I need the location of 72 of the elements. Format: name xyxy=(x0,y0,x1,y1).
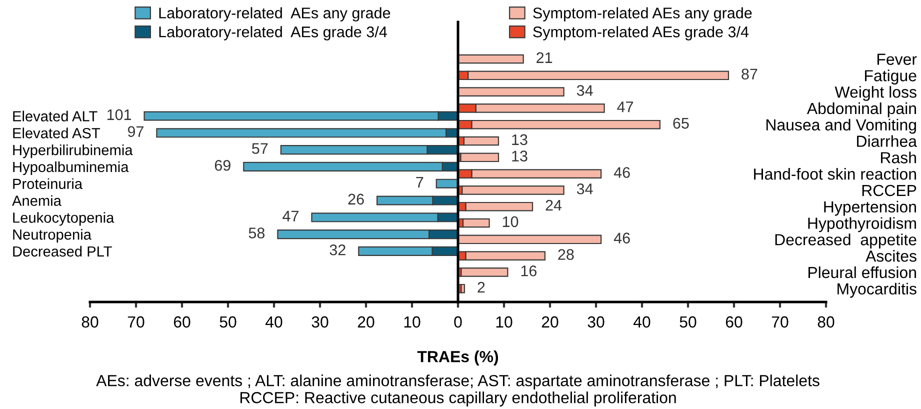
y-tick-label: Rash xyxy=(881,152,916,164)
x-tick-label: 20 xyxy=(542,316,558,328)
annotation: 13 xyxy=(512,150,528,162)
y-tick-label: Hypertension xyxy=(824,200,916,216)
annotation: 28 xyxy=(558,249,574,260)
legend-label: Symptom-related AEs grade 3/4 xyxy=(533,26,749,40)
x-tick-label: 10 xyxy=(404,316,420,328)
text: AEs: adverse events ; ALT: alanine aminotransferase; AST: aspartate aminotransferase ; PLT: Platelets xyxy=(96,374,820,390)
x-tick-label: 60 xyxy=(726,316,742,328)
x-tick-label: 20 xyxy=(358,316,374,328)
annotation: 21 xyxy=(536,52,552,63)
x-tick-label: 40 xyxy=(633,316,650,328)
y-tick-label: Weight loss xyxy=(834,86,916,101)
y-tick-label: Neutropenia xyxy=(13,229,92,243)
annotation: 65 xyxy=(673,118,689,129)
y-tick-label: Leukocytopenia xyxy=(13,212,114,226)
x-tick-label: 0 xyxy=(454,316,462,328)
x-tick-label: 60 xyxy=(174,316,190,328)
annotation: 101 xyxy=(107,109,132,120)
y-tick-label: Ascites xyxy=(866,250,916,262)
x-tick-label: 30 xyxy=(312,316,328,328)
annotation: 13 xyxy=(512,134,528,146)
annotation: 97 xyxy=(128,126,144,137)
x-axis-title: TRAEs (%) xyxy=(417,350,498,366)
y-tick-label: Fever xyxy=(877,54,917,65)
y-tick-label: Pleural effusion xyxy=(808,266,916,278)
y-tick-label: Decreased PLT xyxy=(13,246,112,257)
y-tick-label: Myocarditis xyxy=(838,282,916,298)
y-tick-label: Hypothyroidism xyxy=(808,217,916,232)
x-tick-label: 80 xyxy=(818,316,834,328)
annotation: 57 xyxy=(252,143,268,154)
annotation: 26 xyxy=(348,194,364,205)
annotation: 46 xyxy=(614,232,630,244)
y-tick-label: Anemia xyxy=(12,195,62,206)
y-tick-label: Elevated AST xyxy=(13,128,100,138)
x-tick-label: 10 xyxy=(496,316,512,328)
annotation: 34 xyxy=(576,85,593,96)
annotation: 69 xyxy=(214,160,230,171)
annotation: 87 xyxy=(742,68,758,80)
y-tick-label: Abdominal pain xyxy=(806,102,916,118)
legend-label: Symptom-related AEs any grade xyxy=(533,7,752,22)
annotation: 34 xyxy=(576,183,593,194)
annotation: 2 xyxy=(478,282,485,293)
legend-label: Laboratory-related AEs grade 3/4 xyxy=(159,26,387,40)
x-tick-label: 50 xyxy=(220,316,236,328)
x-tick-label: 80 xyxy=(82,316,98,328)
y-tick-label: Fatigue xyxy=(865,70,916,84)
y-tick-label: Decreased appetite xyxy=(775,234,916,248)
annotation: 7 xyxy=(416,177,424,188)
y-tick-label: Elevated ALT xyxy=(13,110,98,122)
annotation: 47 xyxy=(617,102,634,112)
x-tick-label: 70 xyxy=(128,316,144,328)
text: RCCEP: Reactive cutaneous capillary endothelial proliferation xyxy=(240,392,676,406)
legend-label: Laboratory-related AEs any grade xyxy=(159,7,390,22)
y-tick-label: RCCEP xyxy=(862,184,916,196)
x-tick-label: 40 xyxy=(265,316,282,328)
annotation: 47 xyxy=(282,210,298,222)
annotation: 24 xyxy=(546,200,562,211)
annotation: 58 xyxy=(248,228,265,238)
x-tick-label: 30 xyxy=(588,316,604,328)
annotation: 32 xyxy=(330,244,346,256)
y-tick-label: Hand-foot skin reaction xyxy=(754,168,916,180)
y-tick-label: Hypoalbuminemia xyxy=(13,161,129,176)
annotation: 10 xyxy=(502,216,518,228)
y-tick-label: Hyperbilirubinemia xyxy=(13,144,133,158)
y-tick-label: Diarrhea xyxy=(857,135,918,147)
annotation: 46 xyxy=(614,167,630,178)
y-tick-label: Proteinuria xyxy=(13,178,83,190)
annotation: 16 xyxy=(521,265,536,276)
x-tick-label: 70 xyxy=(772,316,788,328)
y-tick-label: Nausea and Vomiting xyxy=(766,118,916,134)
x-tick-label: 50 xyxy=(680,316,696,328)
